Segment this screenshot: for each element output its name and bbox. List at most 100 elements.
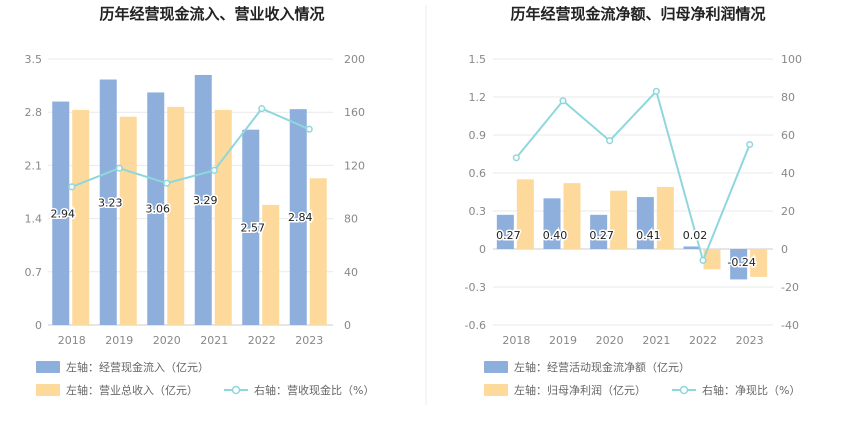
bar-data-label: 3.23 [98,196,123,209]
x-axis-tick-label: 2022 [248,334,276,347]
bar-secondary [262,204,280,325]
x-axis-tick-label: 2021 [200,334,228,347]
left-axis-tick-label: 0 [35,319,42,332]
bar-secondary [516,179,534,249]
left-axis-tick-label: -0.6 [465,319,486,332]
right-axis-tick-label: 0 [344,319,351,332]
chart-title: 历年经营现金流净额、归母净利润情况 [510,5,765,23]
legend-swatch [36,384,60,396]
right-axis-tick-label: 200 [344,53,365,66]
x-axis-tick-label: 2022 [689,334,717,347]
x-axis-tick-label: 2019 [105,334,133,347]
x-axis-tick-label: 2019 [549,334,577,347]
ratio-point [68,183,76,191]
bar-primary [147,92,165,325]
x-axis-tick-label: 2020 [596,334,624,347]
bar-secondary [167,106,185,325]
bar-data-label: 0.40 [543,229,568,242]
bar-secondary [610,190,628,249]
left-axis-tick-label: 3.5 [25,53,43,66]
left-axis-tick-label: 0.6 [469,167,487,180]
right-axis-tick-label: 0 [781,243,788,256]
bar-data-label: 2.94 [51,207,76,220]
bar-data-label: 3.06 [146,203,171,216]
x-axis-tick-label: 2023 [736,334,764,347]
bar-secondary [309,178,327,325]
ratio-point [652,87,660,95]
right-axis-tick-label: 160 [344,106,365,119]
left-axis-tick-label: 1.4 [25,213,43,226]
legend-label: 左轴：营业总收入（亿元） [66,383,198,397]
bar-primary [543,198,561,249]
left-axis-tick-label: 0.9 [469,129,487,142]
bar-primary [242,129,260,325]
bar-secondary [214,109,232,325]
bar-primary [636,197,654,249]
ratio-point [115,164,123,172]
ratio-point [210,166,218,174]
x-axis-tick-label: 2021 [642,334,670,347]
bar-data-label: 0.41 [636,229,661,242]
right-axis-tick-label: 120 [344,159,365,172]
right-axis-tick-label: 40 [344,266,358,279]
bar-data-label: 0.02 [683,229,708,242]
ratio-point [606,137,614,145]
bar-primary [289,109,307,325]
bar-secondary [656,186,674,249]
legend-label: 右轴：营收现金比（%） [254,383,374,397]
left-axis-tick-label: 2.8 [25,106,43,119]
legend-label: 左轴：经营现金流入（亿元） [66,360,209,374]
ratio-point [746,140,754,149]
bar-primary [683,246,701,249]
x-axis-tick-label: 2018 [502,334,530,347]
bar-data-label: 3.29 [193,194,218,207]
left-axis-tick-label: 1.5 [469,53,487,66]
right-axis-tick-label: -20 [781,281,799,294]
ratio-point [559,97,567,105]
bar-data-label: -0.24 [727,256,755,269]
bar-data-label: 0.27 [589,229,614,242]
legend-swatch [36,361,60,373]
legend-label: 右轴：净现比（%） [702,383,800,397]
ratio-point [305,125,313,133]
right-axis-tick-label: 80 [344,213,358,226]
bar-secondary [750,249,768,277]
bar-primary [194,74,212,326]
ratio-point [258,105,266,113]
legend-swatch [484,384,508,396]
x-axis-tick-label: 2023 [295,334,323,347]
legend-swatch-marker [231,385,241,395]
ratio-line [515,89,751,264]
bar-primary [730,249,748,280]
ratio-point [512,154,520,162]
ratio-line [71,107,310,188]
left-axis-tick-label: 0.7 [25,266,43,279]
right-axis-tick-label: 40 [781,167,795,180]
left-axis-tick-label: 0.3 [469,205,487,218]
bar-secondary [119,116,137,325]
bar-primary [590,214,608,249]
right-axis-tick-label: 80 [781,91,795,104]
bar-data-label: 2.84 [288,211,313,224]
bar-secondary [563,183,581,249]
legend-label: 左轴：归母净利润（亿元） [514,383,646,397]
right-axis-tick-label: 60 [781,129,795,142]
legend-swatch [484,361,508,373]
left-axis-tick-label: -0.3 [465,281,486,294]
left-axis-tick-label: 0 [479,243,486,256]
legend-swatch-marker [679,385,689,395]
ratio-point [163,179,171,187]
x-axis-tick-label: 2020 [153,334,181,347]
bar-secondary [72,109,90,325]
right-axis-tick-label: -40 [781,319,799,332]
bar-primary [52,101,70,325]
bar-primary [496,214,514,249]
bar-primary [99,79,117,326]
chart-title: 历年经营现金流入、营业收入情况 [99,5,324,23]
ratio-point [699,256,707,264]
right-axis-tick-label: 100 [781,53,802,66]
legend-label: 左轴：经营活动现金流净额（亿元） [514,360,690,374]
bar-data-label: 2.57 [241,221,266,234]
